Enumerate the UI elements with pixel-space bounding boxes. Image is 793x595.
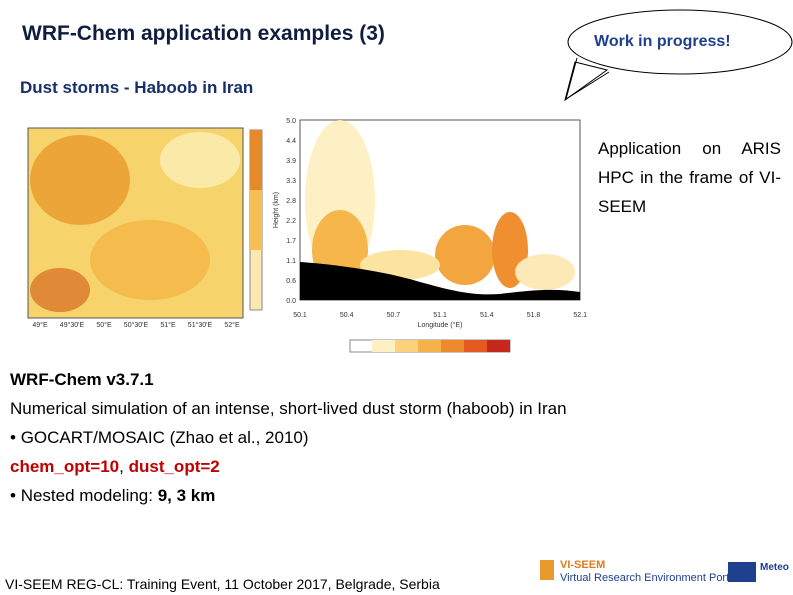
map-lon-label: 50°30'E — [124, 321, 149, 329]
section-x-tick-label: 50.1 — [293, 312, 307, 319]
option: dust_opt=2 — [128, 457, 220, 476]
slide-title: WRF-Chem application examples (3) — [22, 22, 385, 45]
section-colorbar-segment — [441, 340, 464, 352]
section-x-tick-label: 52.1 — [573, 312, 587, 319]
section-y-tick-label: 1.1 — [286, 258, 296, 265]
section-y-tick-label: 0.6 — [286, 278, 296, 285]
section-x-tick-label: 50.4 — [340, 312, 354, 319]
callout-text: Work in progress! — [594, 33, 731, 50]
section-y-tick-label: 3.9 — [286, 158, 296, 165]
section-y-tick-label: 0.0 — [286, 298, 296, 305]
section-y-tick-label: 2.2 — [286, 218, 296, 225]
logo-icon — [728, 562, 756, 582]
section-x-tick-label: 50.7 — [387, 312, 401, 319]
cross-section: 5.0 4.4 3.9 3.3 2.8 2.2 1.7 1.1 0.6 0.0 50.1 50.4 50… — [273, 118, 587, 353]
section-terrain — [300, 262, 580, 300]
section-y-tick-label: 1.7 — [286, 238, 296, 245]
map-dust — [160, 132, 240, 188]
section-dust — [435, 225, 495, 285]
map-dust — [30, 268, 90, 312]
section-x-tick-label: 51.8 — [527, 312, 541, 319]
map-colorbar-segment — [250, 130, 262, 190]
section-dust — [515, 254, 575, 290]
map-lon-label: 52°E — [224, 321, 240, 329]
bullet-text: Nested modeling: — [20, 486, 158, 505]
map-dust — [30, 135, 130, 225]
map-colorbar-segment — [250, 190, 262, 250]
logo-text: VI-SEEM — [560, 559, 605, 571]
description: Numerical simulation of an intense, shor… — [10, 399, 567, 418]
bullet: • GOCART/MOSAIC (Zhao et al., 2010) — [10, 428, 309, 447]
section-colorbar-segment — [487, 340, 510, 352]
section-y-tick-label: 5.0 — [286, 118, 296, 125]
map-lon-label: 51°30'E — [188, 321, 213, 329]
map-lon-label: 50°E — [96, 321, 112, 329]
bullet-emphasis: 9, 3 km — [157, 486, 216, 505]
section-x-tick-label: 51.1 — [433, 312, 447, 319]
map-header — [30, 98, 130, 120]
option: chem_opt=10 — [10, 457, 120, 476]
footer: VI-SEEM REG-CL: Training Event, 11 Octob… — [5, 576, 440, 592]
logo-text: Meteo — [760, 562, 789, 573]
section-y-label: Height (km) — [273, 192, 280, 228]
callout-tail — [564, 61, 609, 102]
map-frame — [27, 127, 244, 319]
section-colorbar-segment — [464, 340, 487, 352]
section-y-tick-label: 2.8 — [286, 198, 296, 205]
logo-text: Virtual Research Environment Portal — [560, 572, 738, 584]
logo-icon — [540, 560, 554, 580]
bullet-text: GOCART/MOSAIC (Zhao et al., 2010) — [20, 428, 309, 447]
map-dust — [90, 220, 210, 300]
subtitle: Dust storms - Haboob in Iran — [20, 78, 254, 97]
section-y-tick-label: 3.3 — [286, 178, 296, 185]
map-lon-label: 49°30'E — [60, 321, 85, 329]
section-colorbar-segment — [372, 340, 395, 352]
options: chem_opt=10, dust_opt=2 — [10, 457, 220, 477]
section-colorbar-segment — [418, 340, 441, 352]
map-lon-label: 49°E — [32, 321, 48, 329]
dust-map: 49°E 49°30'E 50°E 50°30'E 51°E 51°30'E 52°E — [27, 98, 263, 329]
section-x-label: Longitude (°E) — [418, 321, 463, 329]
section-y-tick-label: 4.4 — [286, 138, 296, 145]
callout-tail-outline — [565, 57, 610, 101]
version: WRF-Chem v3.7.1 — [10, 370, 154, 389]
section-x-tick-label: 51.4 — [480, 312, 494, 319]
section-colorbar-segment — [395, 340, 418, 352]
side-note: Application on ARIS HPC in the frame of … — [598, 139, 781, 216]
callout-bubble — [567, 9, 793, 75]
separator: , — [119, 457, 129, 476]
bullet: • Nested modeling: 9, 3 km — [10, 486, 216, 505]
map-lon-label: 51°E — [160, 321, 176, 329]
